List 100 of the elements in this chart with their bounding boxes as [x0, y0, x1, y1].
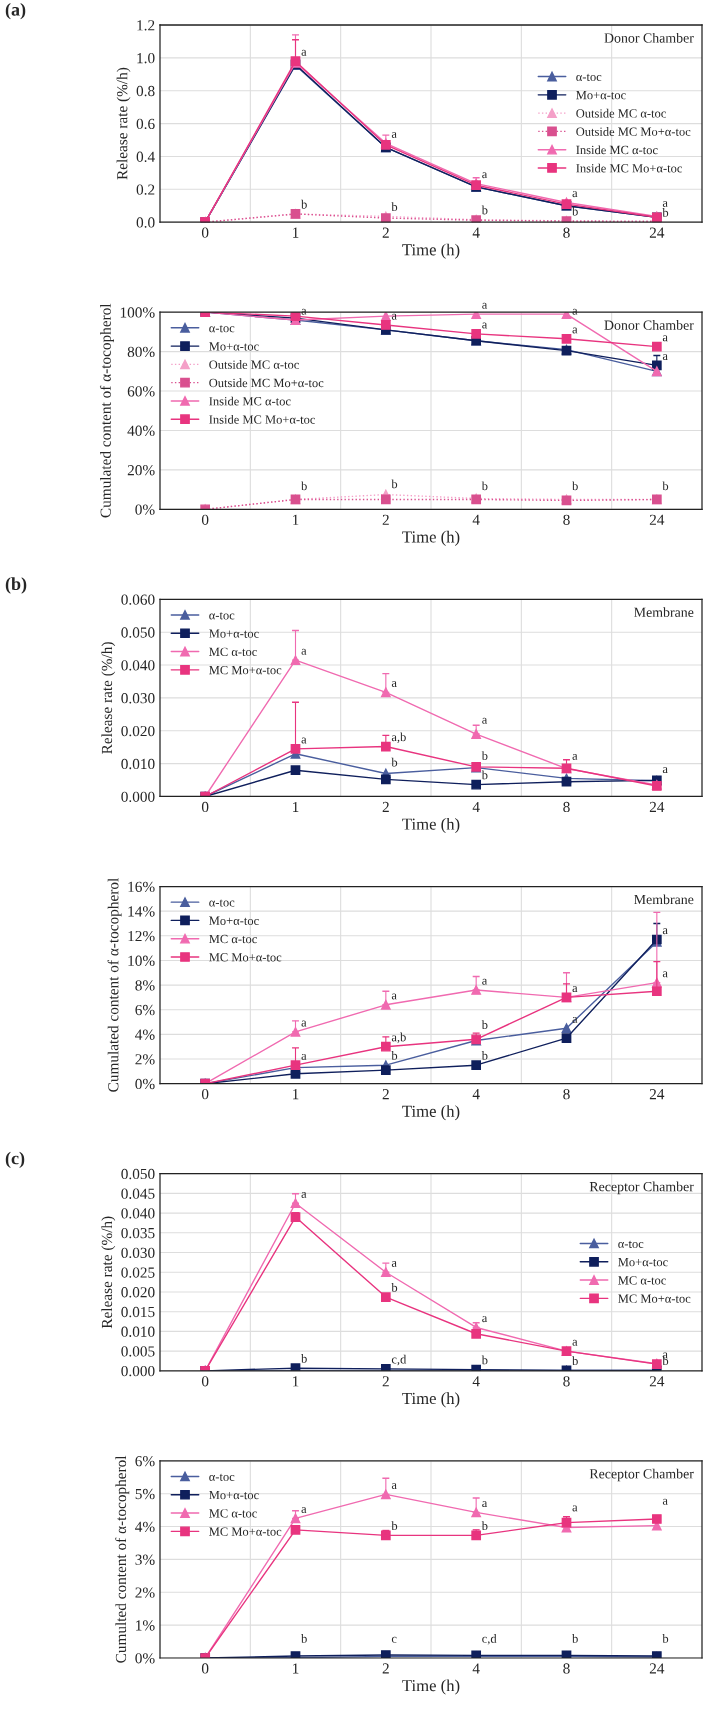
- y-tick-label: 1%: [136, 1620, 155, 1631]
- legend-label: Mo+α-toc: [618, 1257, 668, 1267]
- annotation: a: [482, 172, 488, 179]
- x-tick-label: 24: [649, 227, 665, 238]
- y-tick-label: 16%: [128, 881, 155, 892]
- legend-label: MC Mo+α-toc: [618, 1294, 691, 1303]
- y-tick-label: 0.015: [121, 1306, 155, 1318]
- y-tick-label: 2%: [135, 1587, 155, 1598]
- y-axis-title: Cumulated content of α-tocopherol: [99, 303, 114, 518]
- y-tick-label: 0.000: [121, 791, 155, 803]
- y-tick-label: 1.2: [137, 20, 155, 31]
- annotation: b: [572, 481, 578, 491]
- annotation: a: [301, 1191, 307, 1198]
- x-tick-label: 2: [382, 227, 389, 238]
- y-tick-label: 0.030: [121, 693, 155, 704]
- x-axis-title: Time (h): [402, 530, 460, 546]
- annotation: b: [391, 757, 398, 767]
- x-tick-label: 24: [649, 801, 665, 812]
- y-axis-title: Release rate (%/h): [101, 1216, 116, 1329]
- annotation: b: [662, 208, 669, 217]
- y-axis-title: Release rate (%/h): [116, 67, 131, 180]
- annotation: a: [482, 717, 488, 724]
- annotation: a,b: [391, 1032, 406, 1044]
- x-tick-label: 1: [293, 514, 299, 525]
- annotation: a: [391, 131, 397, 138]
- x-tick-label: 24: [649, 514, 665, 525]
- y-tick-label: 0%: [135, 504, 155, 515]
- y-tick-label: 5%: [135, 1488, 155, 1500]
- annotation: a: [572, 1339, 578, 1346]
- x-tick-label: 24: [649, 1376, 665, 1387]
- x-tick-label: 1: [293, 1376, 299, 1387]
- x-axis-title: Time (h): [402, 1392, 460, 1408]
- annotation: a: [301, 737, 307, 744]
- x-tick-label: 8: [563, 1376, 570, 1387]
- annotation: a: [391, 313, 397, 320]
- annotation: Donor Chamber: [604, 32, 694, 43]
- y-tick-label: 0.035: [121, 1227, 155, 1239]
- x-tick-label: 8: [563, 1088, 570, 1100]
- annotation: Donor Chamber: [604, 320, 694, 330]
- x-axis-title: Time (h): [402, 1105, 460, 1121]
- annotation: b: [301, 1353, 307, 1363]
- y-tick-label: 100%: [120, 307, 155, 318]
- legend-label: MC Mo+α-toc: [209, 953, 282, 962]
- y-tick-label: 0.4: [136, 151, 155, 162]
- annotation: b: [481, 770, 488, 780]
- x-tick-label: 4: [472, 801, 480, 812]
- y-tick-label: 1.0: [137, 53, 155, 64]
- legend-label: Outside MC Mo+α-toc: [209, 378, 324, 388]
- y-tick-label: 12%: [128, 930, 155, 942]
- y-tick-label: 0.050: [121, 1168, 155, 1180]
- x-tick-label: 4: [472, 227, 480, 238]
- annotation: Membrane: [634, 607, 694, 617]
- legend-label: MC α-toc: [209, 647, 257, 657]
- annotation: a: [301, 1507, 307, 1514]
- y-tick-label: 3%: [135, 1554, 155, 1565]
- annotation: b: [301, 1634, 307, 1643]
- annotation: a: [662, 928, 668, 935]
- x-tick-label: 24: [649, 1663, 665, 1674]
- annotation: b: [572, 1356, 578, 1366]
- annotation: a: [482, 322, 488, 329]
- x-tick-label: 0: [201, 801, 209, 813]
- annotation: a,b: [391, 732, 406, 744]
- annotation: a: [572, 327, 578, 334]
- x-tick-label: 8: [563, 801, 570, 813]
- y-tick-label: 4%: [135, 1029, 155, 1040]
- annotation: b: [391, 1282, 398, 1292]
- x-tick-label: 1: [293, 1089, 299, 1100]
- annotation: a: [482, 1316, 488, 1323]
- annotation: a: [391, 993, 397, 1000]
- legend-label: Mo+α-toc: [209, 1490, 259, 1500]
- annotation: c: [391, 1636, 397, 1643]
- x-axis-title: Time (h): [402, 817, 460, 834]
- y-tick-label: 10%: [128, 955, 155, 966]
- annotation: b: [481, 751, 488, 760]
- x-tick-label: 2: [382, 1089, 389, 1100]
- annotation: a: [301, 308, 307, 315]
- legend-label: α-toc: [209, 1473, 235, 1481]
- annotation: c,d: [482, 1634, 497, 1645]
- legend-label: MC α-toc: [209, 934, 257, 944]
- y-tick-label: 0.020: [121, 725, 155, 737]
- annotation: a: [662, 971, 668, 978]
- annotation: a: [572, 1505, 578, 1512]
- y-tick-label: 0%: [135, 1653, 155, 1664]
- annotation: a: [391, 681, 397, 688]
- annotation: a: [301, 49, 307, 56]
- x-tick-label: 4: [472, 514, 480, 525]
- annotation: Receptor Chamber: [589, 1181, 694, 1195]
- y-tick-label: 0.0: [136, 217, 155, 228]
- annotation: a: [482, 1501, 488, 1508]
- y-tick-label: 0.040: [121, 1208, 155, 1219]
- y-tick-label: 14%: [128, 906, 155, 917]
- annotation: b: [572, 206, 578, 216]
- legend-label: MC α-toc: [209, 1509, 257, 1518]
- annotation: b: [572, 1634, 578, 1643]
- x-tick-label: 1: [293, 1663, 299, 1674]
- annotation: a: [662, 1498, 668, 1505]
- y-axis-title: Cumulated content of α-tocopherol: [107, 878, 122, 1092]
- x-tick-label: 2: [382, 1663, 389, 1674]
- legend-label: Inside MC Mo+α-toc: [576, 163, 683, 173]
- y-tick-label: 2%: [135, 1054, 155, 1065]
